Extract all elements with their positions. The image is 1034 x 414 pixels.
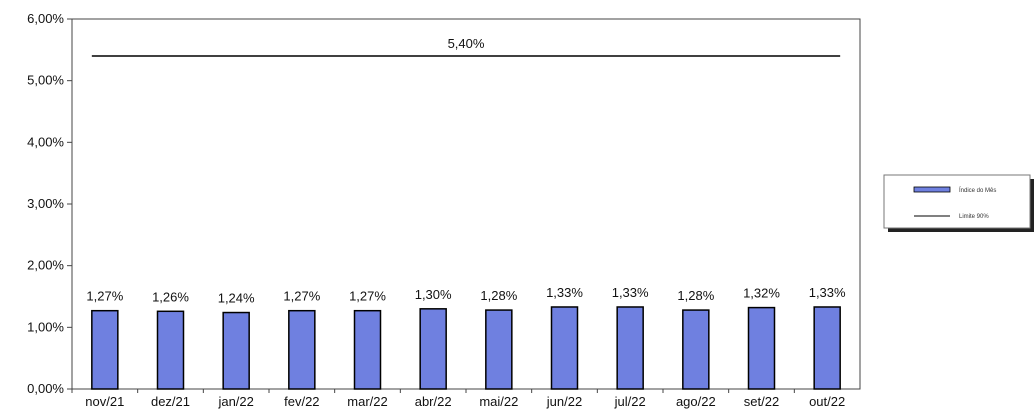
plot-area-frame xyxy=(71,18,861,390)
bar-data-label: 1,32% xyxy=(743,286,780,301)
data-labels: 1,27% 1,26% 1,24% 1,27% 1,27% 1,30% 1,28% 1,33%… xyxy=(86,285,846,306)
bar-data-label: 1,27% xyxy=(86,289,123,304)
bar xyxy=(616,306,644,390)
bar xyxy=(353,309,382,390)
x-tick-label: mar/22 xyxy=(347,394,387,409)
bar-series xyxy=(91,306,841,390)
x-tick-label: ago/22 xyxy=(676,394,716,409)
y-tick-label: 3,00% xyxy=(27,196,64,211)
legend-bar-swatch xyxy=(913,186,951,193)
limit-line-group: 5,40% xyxy=(91,36,841,57)
bar xyxy=(747,306,776,390)
x-tick-label: set/22 xyxy=(744,394,779,409)
x-tick-label: jan/22 xyxy=(217,394,253,409)
bar-data-label: 1,33% xyxy=(809,285,846,300)
bar-data-label: 1,33% xyxy=(612,285,649,300)
x-axis: nov/21 dez/21 jan/22 fev/22 mar/22 abr/22 mai/… xyxy=(71,389,845,409)
legend: Índice do Mês Limite 90% xyxy=(883,174,1034,232)
bar xyxy=(813,306,841,390)
x-tick-label: nov/21 xyxy=(85,394,124,409)
legend-box xyxy=(883,174,1031,229)
bar-data-label: 1,24% xyxy=(218,291,255,306)
x-tick-label: jul/22 xyxy=(614,394,646,409)
bar-data-label: 1,26% xyxy=(152,289,189,304)
legend-label-limite: Limite 90% xyxy=(959,214,989,220)
bar-data-label: 1,28% xyxy=(480,288,517,303)
y-axis: 0,00% 1,00% 2,00% 3,00% 4,00% 5,00% 6,00% xyxy=(27,11,72,396)
bar xyxy=(91,309,119,390)
bar xyxy=(222,311,250,390)
bar xyxy=(288,309,316,390)
bar-data-label: 1,33% xyxy=(546,285,583,300)
y-tick-label: 6,00% xyxy=(27,11,64,26)
y-tick-label: 2,00% xyxy=(27,258,64,273)
limit-line-label: 5,40% xyxy=(448,36,485,51)
bar xyxy=(682,309,710,390)
x-tick-label: mai/22 xyxy=(479,394,518,409)
bar-data-label: 1,30% xyxy=(415,287,452,302)
bar xyxy=(156,310,185,390)
x-tick-label: abr/22 xyxy=(415,394,452,409)
bar xyxy=(485,309,513,390)
y-tick-label: 0,00% xyxy=(27,381,64,396)
bar-data-label: 1,28% xyxy=(677,288,714,303)
y-tick-label: 4,00% xyxy=(27,134,64,149)
x-tick-label: jun/22 xyxy=(546,394,582,409)
bar xyxy=(419,308,447,390)
y-tick-label: 1,00% xyxy=(27,319,64,334)
bar xyxy=(550,306,579,390)
x-tick-label: dez/21 xyxy=(151,394,190,409)
y-tick-label: 5,00% xyxy=(27,73,64,88)
legend-label-indice: Índice do Mês xyxy=(959,187,996,194)
x-tick-label: out/22 xyxy=(809,394,845,409)
x-tick-label: fev/22 xyxy=(284,394,319,409)
bar-data-label: 1,27% xyxy=(349,289,386,304)
bar-data-label: 1,27% xyxy=(283,289,320,304)
